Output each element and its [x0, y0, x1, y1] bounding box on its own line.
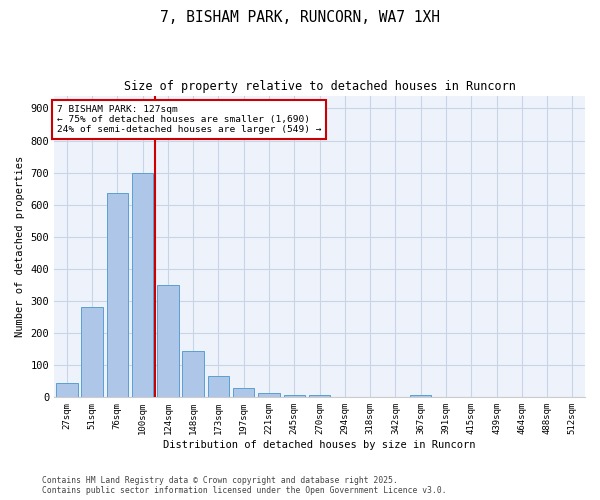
- X-axis label: Distribution of detached houses by size in Runcorn: Distribution of detached houses by size …: [163, 440, 476, 450]
- Bar: [182, 351, 204, 398]
- Bar: [208, 376, 229, 398]
- Bar: [233, 388, 254, 398]
- Text: Contains HM Land Registry data © Crown copyright and database right 2025.
Contai: Contains HM Land Registry data © Crown c…: [42, 476, 446, 495]
- Bar: [258, 393, 280, 398]
- Bar: [56, 383, 77, 398]
- Bar: [410, 395, 431, 398]
- Title: Size of property relative to detached houses in Runcorn: Size of property relative to detached ho…: [124, 80, 515, 93]
- Y-axis label: Number of detached properties: Number of detached properties: [15, 156, 25, 337]
- Bar: [107, 194, 128, 398]
- Bar: [82, 307, 103, 398]
- Text: 7 BISHAM PARK: 127sqm
← 75% of detached houses are smaller (1,690)
24% of semi-d: 7 BISHAM PARK: 127sqm ← 75% of detached …: [57, 104, 322, 134]
- Bar: [132, 172, 154, 398]
- Bar: [157, 285, 179, 398]
- Text: 7, BISHAM PARK, RUNCORN, WA7 1XH: 7, BISHAM PARK, RUNCORN, WA7 1XH: [160, 10, 440, 25]
- Bar: [309, 395, 331, 398]
- Bar: [284, 395, 305, 398]
